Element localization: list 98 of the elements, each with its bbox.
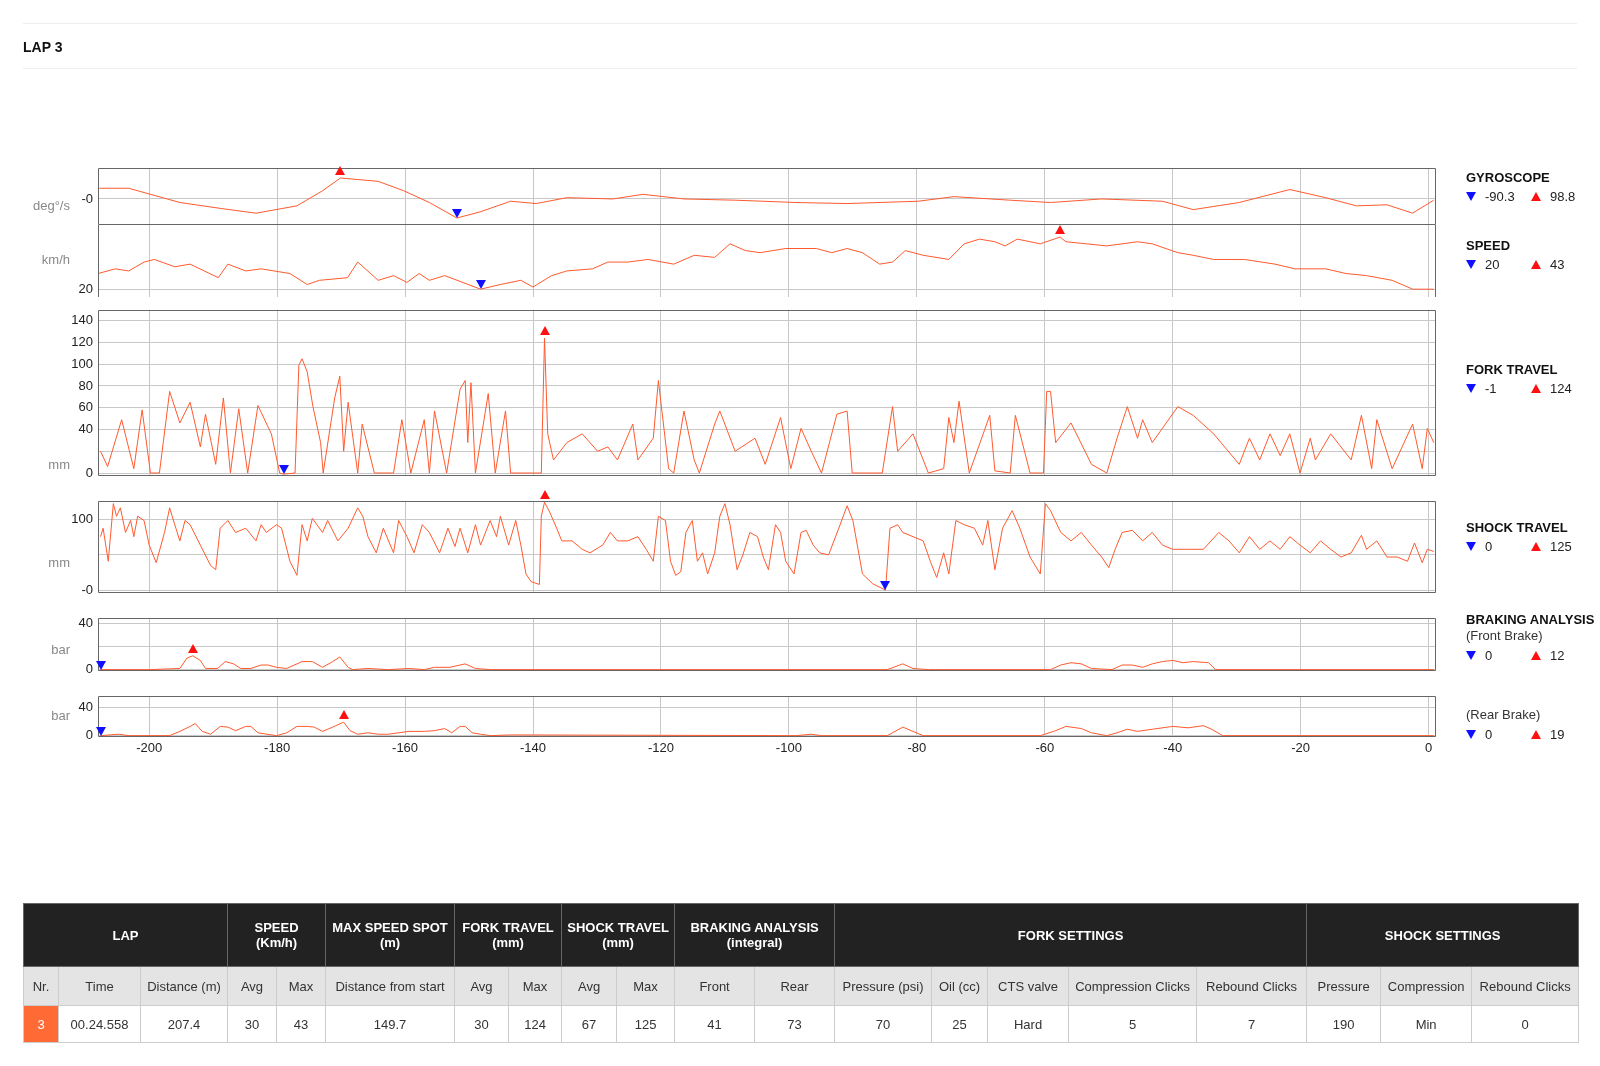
text: LAP <box>23 903 228 967</box>
text: 25 <box>931 1005 988 1043</box>
text: Hard <box>987 1005 1069 1043</box>
x-tick-label: -200 <box>136 740 163 756</box>
y-axis-title: deg°/s <box>32 198 70 213</box>
legend-title: SHOCK TRAVEL <box>1466 520 1569 535</box>
text: 190 <box>1306 1005 1381 1043</box>
text: 0 <box>1485 727 1493 742</box>
legend-title: (Rear Brake) <box>1466 706 1542 723</box>
y-tick-label: 0 <box>85 661 93 677</box>
legend-title: SPEED <box>1466 238 1512 253</box>
x-tick-label: -100 <box>775 740 802 756</box>
text: 20 <box>77 281 93 297</box>
text: 19 <box>1550 727 1565 742</box>
text: 70 <box>834 1005 932 1043</box>
x-tick-label: -160 <box>392 740 419 756</box>
text: 20 <box>1485 257 1500 272</box>
text: 3 <box>23 1005 59 1043</box>
text: Time <box>58 966 141 1006</box>
text: 67 <box>561 1005 617 1043</box>
text: Rebound Clicks <box>1196 966 1307 1006</box>
text: Pressure (psi) <box>834 966 932 1006</box>
x-tick-label: 0 <box>1424 740 1433 756</box>
text: Rebound Clicks <box>1471 966 1579 1006</box>
text: 12 <box>1550 648 1565 663</box>
y-axis-title: mm <box>47 555 70 570</box>
y-tick-label: 100 <box>71 355 93 371</box>
x-tick-label: -80 <box>907 740 927 756</box>
x-tick-label: -40 <box>1163 740 1183 756</box>
text: Max <box>616 966 675 1006</box>
text: Min <box>1380 1005 1472 1043</box>
y-tick-label: 40 <box>78 421 93 437</box>
text: 30 <box>454 1005 509 1043</box>
text: SHOCK SETTINGS <box>1306 903 1579 967</box>
text: Avg <box>454 966 509 1006</box>
y-tick-label: 120 <box>71 334 93 350</box>
y-tick-label: 0 <box>85 727 93 743</box>
legend-title: GYROSCOPE <box>1466 170 1551 185</box>
text: MAX SPEED SPOT (m) <box>325 903 455 967</box>
text: FORK TRAVEL (mm) <box>454 903 562 967</box>
text: 30 <box>227 1005 277 1043</box>
text: Avg <box>227 966 277 1006</box>
x-tick-label: -20 <box>1291 740 1311 756</box>
x-tick-label: -60 <box>1035 740 1055 756</box>
text: -90.3 <box>1485 189 1515 204</box>
y-axis-title: km/h <box>40 252 70 267</box>
text: Distance (m) <box>140 966 228 1006</box>
x-tick-label: -180 <box>264 740 291 756</box>
text: Max <box>276 966 326 1006</box>
text: 125 <box>616 1005 675 1043</box>
y-tick-label: -0 <box>81 581 93 597</box>
text: 98.8 <box>1550 189 1576 204</box>
text: 41 <box>674 1005 755 1043</box>
text: 0 <box>1485 648 1493 663</box>
text: 43 <box>276 1005 326 1043</box>
y-tick-label: 140 <box>71 312 93 328</box>
text: SHOCK TRAVEL (mm) <box>561 903 675 967</box>
text: Oil (cc) <box>931 966 988 1006</box>
text: 0 <box>1471 1005 1579 1043</box>
text: Front <box>674 966 755 1006</box>
text: LAP 3 <box>23 39 63 55</box>
y-tick-label: 60 <box>78 399 93 415</box>
text: Pressure <box>1306 966 1381 1006</box>
text: 5 <box>1068 1005 1197 1043</box>
y-tick-label: 80 <box>78 377 93 393</box>
legend-title: FORK TRAVEL <box>1466 362 1559 377</box>
y-axis-title: mm <box>47 457 70 472</box>
x-tick-label: -120 <box>647 740 674 756</box>
text: 7 <box>1196 1005 1307 1043</box>
text: Max <box>508 966 562 1006</box>
text: 207.4 <box>140 1005 228 1043</box>
text: 124 <box>508 1005 562 1043</box>
text: FORK SETTINGS <box>834 903 1307 967</box>
text: -1 <box>1485 381 1497 396</box>
text: Avg <box>561 966 617 1006</box>
y-tick-label: 100 <box>71 511 93 527</box>
text: Rear <box>754 966 835 1006</box>
text: Compression Clicks <box>1068 966 1197 1006</box>
legend-title: BRAKING ANALYSIS (Front Brake) <box>1466 612 1596 644</box>
text: Nr. <box>23 966 59 1006</box>
text: SPEED (Km/h) <box>227 903 326 967</box>
x-tick-label: -140 <box>519 740 547 756</box>
text: 125 <box>1550 539 1572 554</box>
y-tick-label: 40 <box>78 698 93 714</box>
text: BRAKING ANALYSIS (integral) <box>674 903 835 967</box>
y-tick-label: 0 <box>85 464 93 480</box>
text: 124 <box>1550 381 1572 396</box>
y-tick-label: 40 <box>78 615 93 631</box>
text: 73 <box>754 1005 835 1043</box>
text: 00.24.558 <box>58 1005 141 1043</box>
y-axis-title: bar <box>50 708 70 723</box>
text: Distance from start <box>325 966 455 1006</box>
text: Compression <box>1380 966 1472 1006</box>
text: 149.7 <box>325 1005 455 1043</box>
text: 0 <box>1485 539 1493 554</box>
y-axis-title: bar <box>50 642 70 657</box>
text: 43 <box>1550 257 1565 272</box>
text: CTS valve <box>987 966 1069 1006</box>
